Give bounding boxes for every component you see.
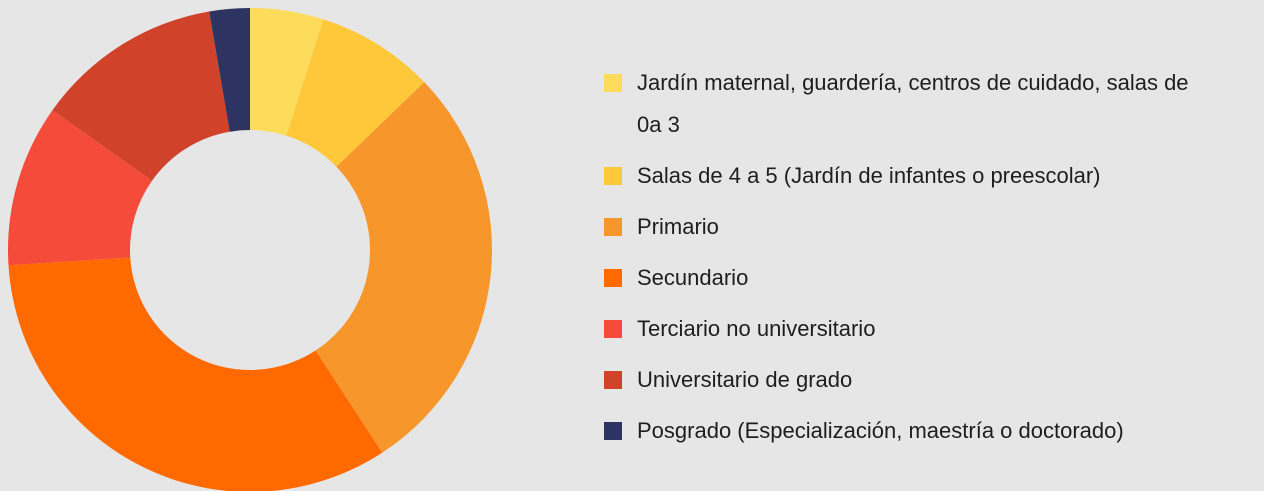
legend-label: Universitario de grado [637,367,853,392]
legend-item: Terciario no universitario [604,308,1264,350]
donut-chart [8,8,492,491]
donut-slice [52,11,230,181]
legend-swatch [604,422,622,440]
donut-slice [286,19,425,167]
legend-item: Salas de 4 a 5 (Jardín de infantes o pre… [604,155,1264,197]
legend-swatch [604,269,622,287]
donut-slice [250,8,324,136]
legend-label: Secundario [637,265,749,290]
legend-item: Universitario de grado [604,359,1264,401]
legend: Jardín maternal, guardería, centros de c… [604,62,1264,461]
donut-slice [209,8,250,132]
legend-item: Primario [604,206,1264,248]
legend-label: Terciario no universitario [637,316,876,341]
legend-item: Posgrado (Especialización, maestría o do… [604,410,1264,452]
legend-swatch [604,320,622,338]
legend-label: Salas de 4 a 5 (Jardín de infantes o pre… [637,163,1101,188]
donut-slice [8,257,383,491]
legend-item: Secundario [604,257,1264,299]
legend-swatch [604,218,622,236]
donut-slice [8,110,153,266]
legend-label: Posgrado (Especialización, maestría o do… [637,418,1124,443]
legend-label: Primario [637,214,719,239]
legend-item: Jardín maternal, guardería, centros de c… [604,62,1264,146]
donut-slice [315,82,492,453]
legend-swatch [604,74,622,92]
legend-swatch [604,371,622,389]
legend-swatch [604,167,622,185]
legend-label: Jardín maternal, guardería, centros de c… [637,70,1189,137]
